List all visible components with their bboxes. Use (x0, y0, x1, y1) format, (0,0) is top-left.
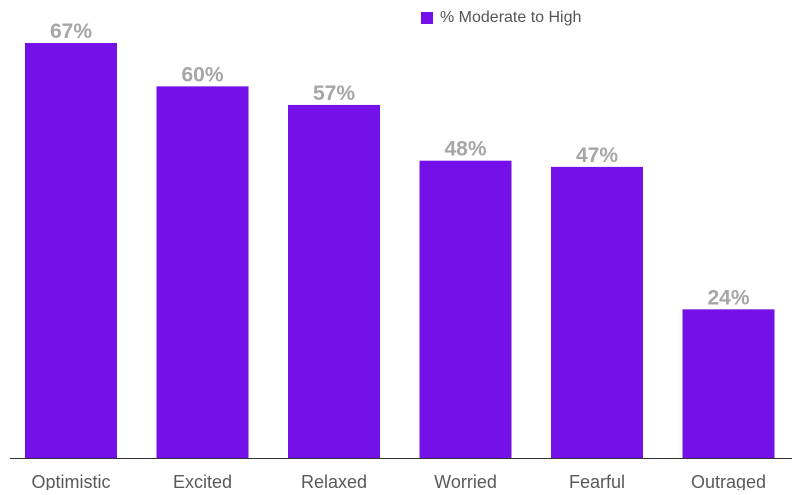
bars-layer (25, 43, 775, 458)
value-label-worried: 48% (444, 138, 486, 161)
category-label-outraged: Outraged (691, 472, 766, 490)
category-label-optimistic: Optimistic (31, 472, 110, 490)
category-labels-layer: Optimistic Excited Relaxed Worried Fearful Ou… (31, 472, 766, 492)
bar-worried (419, 160, 512, 458)
value-label-fearful: 47% (576, 144, 618, 167)
bar-excited (156, 86, 249, 458)
value-labels-layer: 67% 60% 57% 48% 47% 24% (50, 20, 750, 309)
bar-relaxed (288, 104, 380, 458)
bar-optimistic (25, 43, 117, 458)
category-label-fearful: Fearful (569, 472, 625, 490)
value-label-excited: 60% (181, 63, 223, 86)
category-label-worried: Worried (434, 472, 497, 490)
category-label-excited: Excited (173, 472, 232, 490)
category-label-relaxed: Relaxed (301, 472, 367, 490)
legend-label: % Moderate to High (440, 9, 582, 26)
value-label-optimistic: 67% (50, 20, 92, 43)
value-label-outraged: 24% (707, 286, 749, 309)
value-label-relaxed: 57% (313, 82, 355, 105)
legend-swatch (421, 12, 433, 24)
bar-outraged (682, 309, 775, 458)
legend: % Moderate to High (421, 9, 581, 27)
bar-fearful (551, 166, 643, 458)
